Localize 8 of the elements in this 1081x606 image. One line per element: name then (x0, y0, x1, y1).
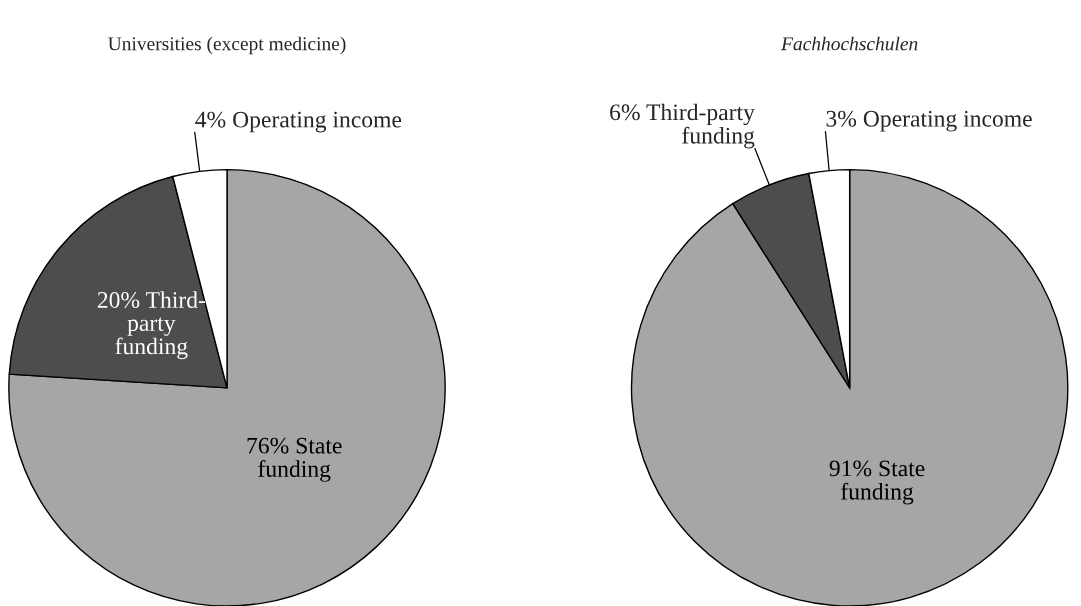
slice-label: 6% Third-party funding (610, 103, 755, 149)
slice-label: 3% Operating income (826, 110, 1032, 132)
slice-label: 76% State funding (247, 437, 342, 482)
slice-label: 91% State funding (829, 460, 925, 505)
slice-label: 4% Operating income (195, 111, 402, 133)
chart-title: Fachhochschulen (780, 36, 918, 51)
slice-label: 20% Third- party funding (97, 291, 206, 360)
chart-title: Universities (except medicine) (108, 36, 346, 55)
